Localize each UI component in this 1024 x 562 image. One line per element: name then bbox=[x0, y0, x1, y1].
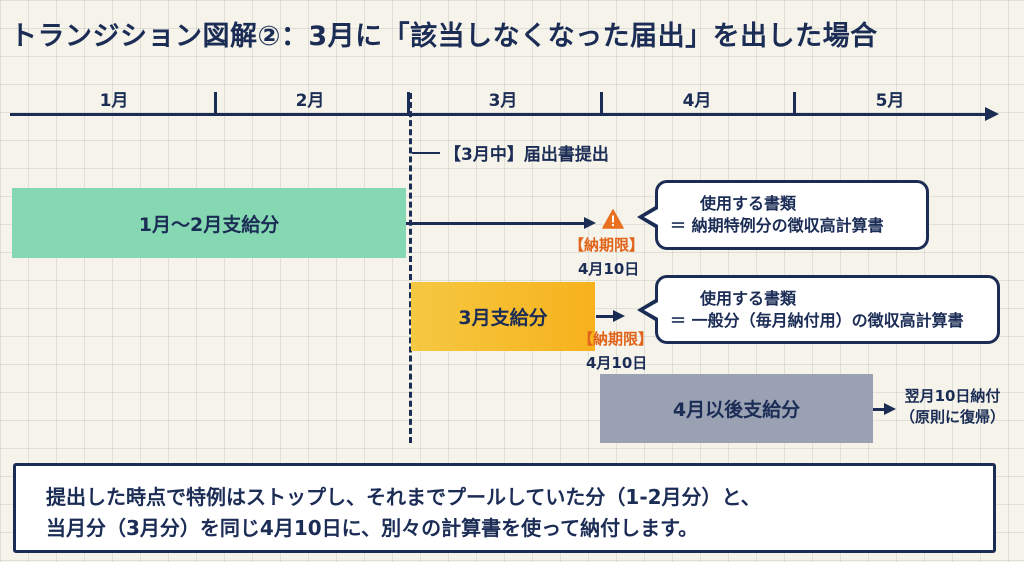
deadline-date: 4月10日 bbox=[578, 260, 640, 278]
deadline-date: 4月10日 bbox=[586, 354, 648, 372]
arrow-right-icon bbox=[884, 403, 896, 415]
filing-label: 【3月中】届出書提出 bbox=[444, 145, 609, 165]
callout-heading: 使用する書類 bbox=[700, 194, 797, 213]
bar-april-label: 4月以後支給分 bbox=[672, 399, 801, 421]
arrow-march-line bbox=[596, 315, 615, 318]
month-divider bbox=[600, 92, 603, 114]
axis-arrow-icon bbox=[985, 107, 999, 121]
filing-date-dashed-line bbox=[409, 93, 412, 443]
warning-icon bbox=[602, 209, 624, 229]
callout-document-name: ＝ 一般分（毎月納付用）の徴収高計算書 bbox=[670, 311, 964, 330]
callout-general-documents: 使用する書類 ＝ 一般分（毎月納付用）の徴収高計算書 bbox=[655, 275, 1000, 344]
summary-line2: 当月分（3月分）を同じ4月10日に、別々の計算書を使って納付します。 bbox=[46, 516, 699, 540]
month-label-may: 5月 bbox=[875, 91, 905, 111]
deadline-tag: 【納期限】 bbox=[578, 330, 654, 348]
callout-heading: 使用する書類 bbox=[700, 289, 797, 308]
bar-jan-feb-payment: 1月〜2月支給分 bbox=[12, 188, 406, 258]
callout-special-documents: 使用する書類 ＝ 納期特例分の徴収高計算書 bbox=[655, 180, 929, 250]
summary-line1: 提出した時点で特例はストップし、それまでプールしていた分（1-2月分）と、 bbox=[46, 485, 761, 509]
month-label-mar: 3月 bbox=[488, 91, 518, 111]
deadline-tag: 【納期限】 bbox=[569, 236, 645, 254]
month-divider bbox=[214, 92, 217, 114]
callout-tail-fill bbox=[644, 302, 658, 318]
month-label-feb: 2月 bbox=[295, 91, 325, 111]
bar-jan-feb-label: 1月〜2月支給分 bbox=[138, 213, 280, 236]
filing-connector-line bbox=[412, 152, 440, 154]
summary-box: 提出した時点で特例はストップし、それまでプールしていた分（1-2月分）と、 当月… bbox=[13, 463, 996, 553]
callout-document-name: ＝ 納期特例分の徴収高計算書 bbox=[670, 216, 884, 235]
month-label-apr: 4月 bbox=[682, 91, 712, 111]
arrow-april-line bbox=[873, 408, 886, 411]
after-note-line1: 翌月10日納付 bbox=[904, 387, 1001, 405]
bar-march-label: 3月支給分 bbox=[458, 307, 548, 329]
bar-april-after-payment: 4月以後支給分 bbox=[600, 374, 873, 443]
callout-tail-fill bbox=[644, 209, 658, 225]
after-note-line2: （原則に復帰） bbox=[900, 408, 1006, 426]
month-divider bbox=[793, 92, 796, 114]
month-label-jan: 1月 bbox=[99, 91, 129, 111]
timeline-axis bbox=[10, 113, 988, 116]
arrow-right-icon bbox=[584, 217, 596, 229]
arrow-jan-feb-line bbox=[406, 222, 586, 225]
after-note: 翌月10日納付 （原則に復帰） bbox=[900, 386, 1005, 428]
month-divider bbox=[407, 92, 410, 114]
page-title: トランジション図解②：3月に「該当しなくなった届出」を出した場合 bbox=[10, 21, 878, 52]
bar-march-payment: 3月支給分 bbox=[411, 282, 595, 351]
arrow-right-icon bbox=[613, 310, 625, 322]
